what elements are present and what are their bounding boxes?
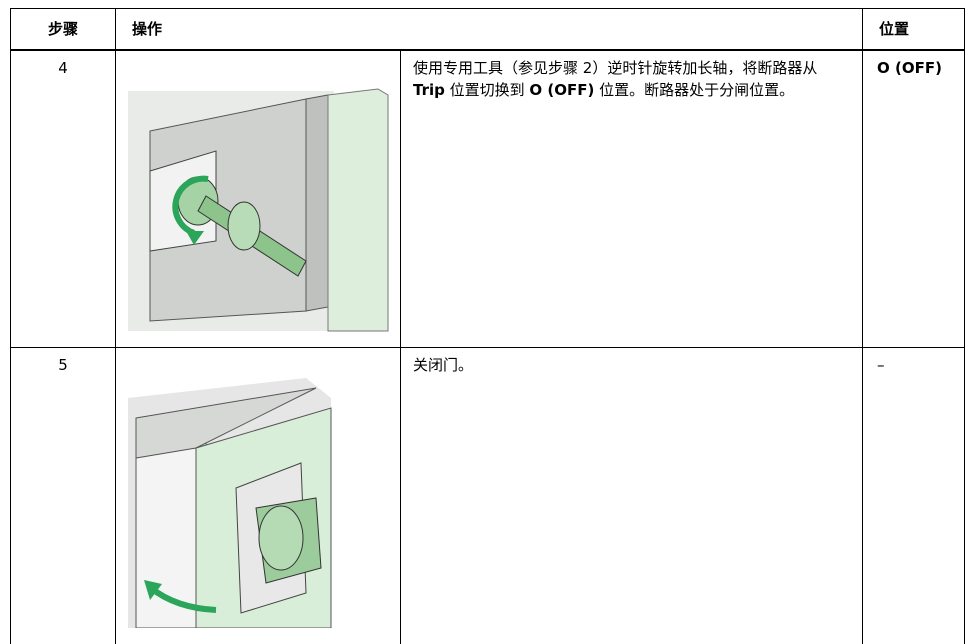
position-cell: O (OFF): [862, 49, 966, 348]
rotation-arrow: [172, 175, 209, 236]
image-cell: [115, 346, 401, 644]
instruction-text: 使用专用工具（参见步骤 2）逆时针旋转加长轴，将断路器从: [413, 58, 818, 77]
table-row: 5 关闭门。 –: [10, 346, 966, 644]
header-cell: 步骤: [10, 8, 116, 51]
header-cell: 位置: [862, 8, 966, 51]
procedure-table: 步骤 操作 位置 4 使用专用工具（参见步骤 2）逆时针旋转加长轴，将断路器从 …: [10, 8, 966, 644]
arrow-head: [144, 579, 162, 600]
shaft-ring: [227, 201, 261, 250]
arrow-head: [186, 230, 204, 245]
position-cell: –: [862, 346, 966, 644]
instruction-text: 位置。断路器处于分闸位置。: [594, 80, 795, 99]
instruction-cell: 关闭门。: [399, 346, 864, 644]
handle-knob: [258, 505, 304, 570]
header-row: 步骤 操作 位置: [10, 8, 966, 51]
illustration: [128, 377, 332, 628]
instruction-text: 关闭门。: [413, 355, 474, 374]
panel-side: [305, 93, 329, 312]
instruction-cell: 使用专用工具（参见步骤 2）逆时针旋转加长轴，将断路器从 Trip 位置切换到 …: [399, 49, 864, 348]
instruction-text: 位置切换到: [444, 80, 530, 99]
step-cell: 5: [10, 346, 116, 644]
page: 步骤 操作 位置 4 使用专用工具（参见步骤 2）逆时针旋转加长轴，将断路器从 …: [10, 8, 966, 644]
illustration: [128, 87, 389, 331]
instruction-bold: Trip: [413, 80, 445, 99]
header-cell: 操作: [114, 8, 864, 51]
step-cell: 4: [10, 49, 116, 348]
image-cell: [115, 49, 401, 348]
table-row: 4 使用专用工具（参见步骤 2）逆时针旋转加长轴，将断路器从 Trip 位置切换…: [10, 49, 966, 348]
instruction-bold: O (OFF): [529, 80, 595, 99]
door: [327, 87, 389, 331]
